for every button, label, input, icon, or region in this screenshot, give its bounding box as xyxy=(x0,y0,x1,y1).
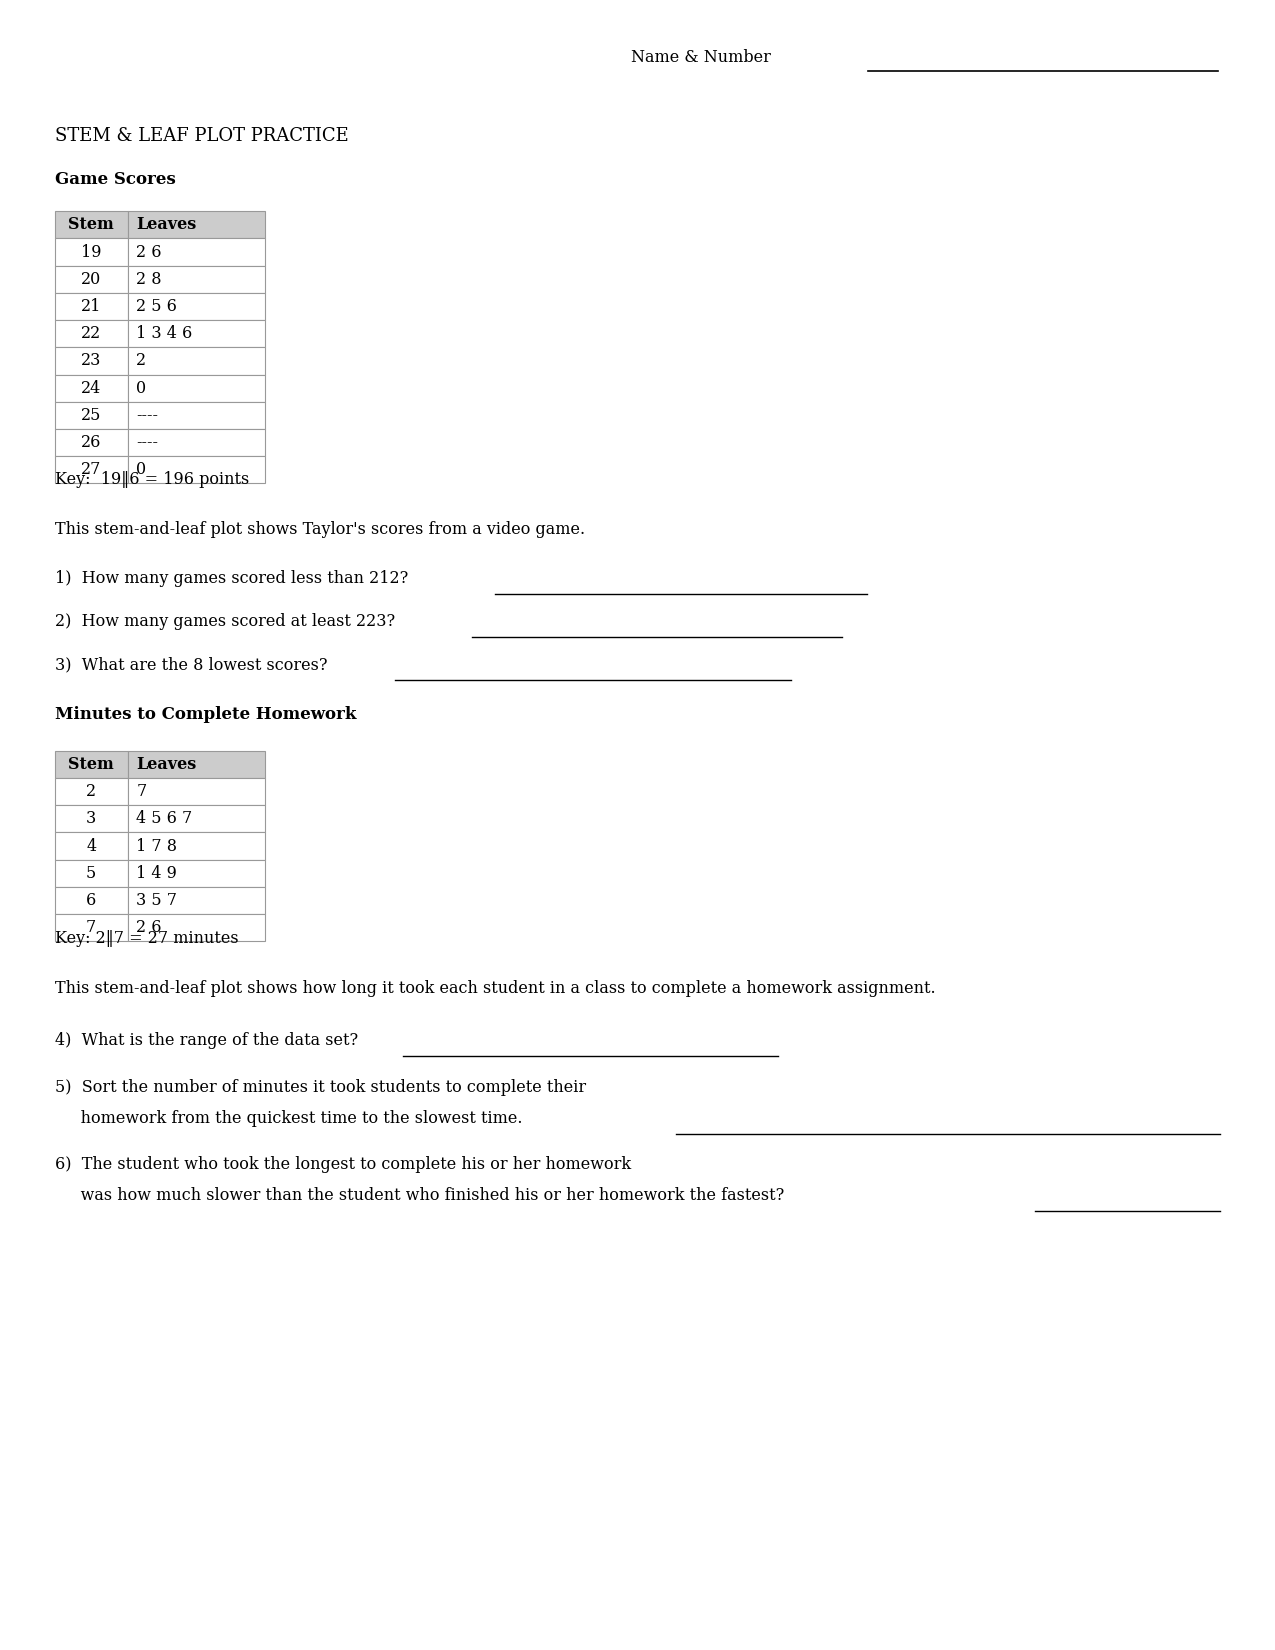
Text: Leaves: Leaves xyxy=(136,216,196,233)
Text: 1)  How many games scored less than 212?: 1) How many games scored less than 212? xyxy=(55,571,413,587)
Text: 5: 5 xyxy=(85,865,97,881)
Bar xyxy=(55,403,128,429)
Text: 24: 24 xyxy=(82,380,101,396)
Text: 1 4 9: 1 4 9 xyxy=(136,865,177,881)
Text: Key:  19‖6 = 196 points: Key: 19‖6 = 196 points xyxy=(55,472,249,488)
Text: 2 8: 2 8 xyxy=(136,271,162,287)
Bar xyxy=(55,429,128,455)
Text: 2: 2 xyxy=(136,353,147,370)
Bar xyxy=(55,833,128,860)
Text: 19: 19 xyxy=(80,244,102,261)
Text: 4 5 6 7: 4 5 6 7 xyxy=(136,810,193,827)
Text: Minutes to Complete Homework: Minutes to Complete Homework xyxy=(55,706,356,723)
Text: 6: 6 xyxy=(85,893,97,909)
Text: 4: 4 xyxy=(87,838,96,855)
Text: Game Scores: Game Scores xyxy=(55,172,176,188)
Bar xyxy=(128,779,265,805)
Bar xyxy=(128,375,265,403)
Text: This stem-and-leaf plot shows Taylor's scores from a video game.: This stem-and-leaf plot shows Taylor's s… xyxy=(55,521,585,538)
Bar xyxy=(128,860,265,888)
Bar xyxy=(55,886,128,914)
Bar xyxy=(128,914,265,940)
Text: 3: 3 xyxy=(85,810,97,827)
Bar xyxy=(128,886,265,914)
Text: 21: 21 xyxy=(82,299,101,315)
Bar xyxy=(55,320,128,348)
Text: Leaves: Leaves xyxy=(136,756,196,772)
Text: 27: 27 xyxy=(82,462,101,478)
Text: 2 5 6: 2 5 6 xyxy=(136,299,177,315)
Bar xyxy=(55,751,128,779)
Text: ----: ---- xyxy=(136,408,158,424)
Bar xyxy=(128,805,265,833)
Text: 26: 26 xyxy=(82,434,101,450)
Bar xyxy=(55,375,128,403)
Text: Stem: Stem xyxy=(69,756,113,772)
Bar xyxy=(55,779,128,805)
Text: 6)  The student who took the longest to complete his or her homework: 6) The student who took the longest to c… xyxy=(55,1157,631,1173)
Text: 1 3 4 6: 1 3 4 6 xyxy=(136,325,193,342)
Bar xyxy=(128,429,265,455)
Text: 7: 7 xyxy=(136,784,147,800)
Text: STEM & LEAF PLOT PRACTICE: STEM & LEAF PLOT PRACTICE xyxy=(55,127,348,145)
Bar xyxy=(55,860,128,888)
Text: 0: 0 xyxy=(136,380,147,396)
Text: 25: 25 xyxy=(82,408,101,424)
Bar xyxy=(128,833,265,860)
Bar xyxy=(55,266,128,294)
Text: This stem-and-leaf plot shows how long it took each student in a class to comple: This stem-and-leaf plot shows how long i… xyxy=(55,980,936,997)
Bar xyxy=(128,348,265,375)
Text: 22: 22 xyxy=(82,325,101,342)
Text: 2)  How many games scored at least 223?: 2) How many games scored at least 223? xyxy=(55,614,395,630)
Text: 1 7 8: 1 7 8 xyxy=(136,838,177,855)
Text: 7: 7 xyxy=(85,919,97,936)
Text: 2 6: 2 6 xyxy=(136,244,162,261)
Text: 23: 23 xyxy=(82,353,101,370)
Bar xyxy=(128,294,265,320)
Bar xyxy=(128,403,265,429)
Bar xyxy=(128,266,265,294)
Text: 3)  What are the 8 lowest scores?: 3) What are the 8 lowest scores? xyxy=(55,657,328,673)
Text: ----: ---- xyxy=(136,434,158,450)
Text: homework from the quickest time to the slowest time.: homework from the quickest time to the s… xyxy=(55,1110,523,1127)
Text: Name & Number: Name & Number xyxy=(631,50,771,66)
Bar xyxy=(55,239,128,266)
Bar xyxy=(128,455,265,483)
Text: 5)  Sort the number of minutes it took students to complete their: 5) Sort the number of minutes it took st… xyxy=(55,1079,587,1096)
Bar xyxy=(55,914,128,940)
Text: 4)  What is the range of the data set?: 4) What is the range of the data set? xyxy=(55,1033,358,1049)
Bar xyxy=(128,239,265,266)
Bar xyxy=(55,805,128,833)
Text: 2 6: 2 6 xyxy=(136,919,162,936)
Text: 0: 0 xyxy=(136,462,147,478)
Bar xyxy=(55,455,128,483)
Bar xyxy=(128,751,265,779)
Bar xyxy=(55,211,128,239)
Bar xyxy=(128,320,265,348)
Bar xyxy=(55,294,128,320)
Bar xyxy=(55,348,128,375)
Text: 20: 20 xyxy=(82,271,101,287)
Text: was how much slower than the student who finished his or her homework the fastes: was how much slower than the student who… xyxy=(55,1188,784,1204)
Text: 3 5 7: 3 5 7 xyxy=(136,893,177,909)
Text: 2: 2 xyxy=(87,784,96,800)
Text: Stem: Stem xyxy=(69,216,113,233)
Text: Key: 2‖7 = 27 minutes: Key: 2‖7 = 27 minutes xyxy=(55,931,238,947)
Bar xyxy=(128,211,265,239)
